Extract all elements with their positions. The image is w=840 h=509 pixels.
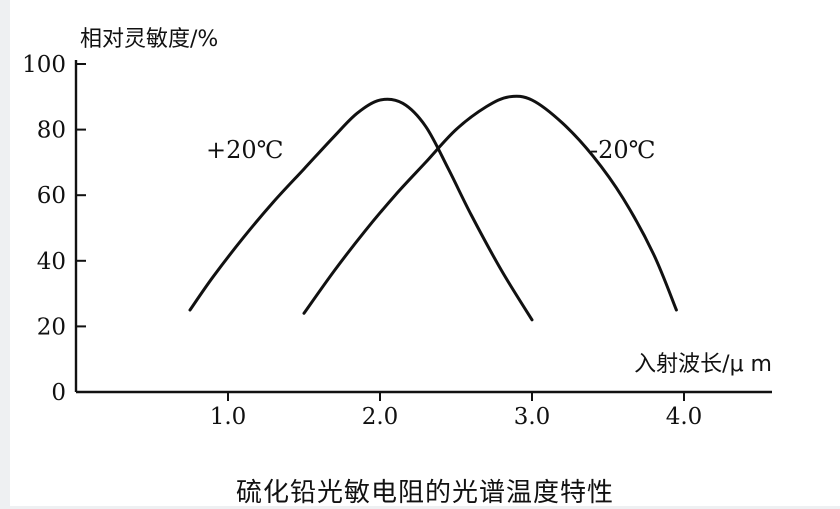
figure-frame: 0 20 40 60 80 100 1.0 2.0 3.0 4.0 相对灵敏度/% 入射波长/μ m… (10, 0, 840, 508)
x-tick-label: 3.0 (514, 404, 551, 430)
x-tick-label: 2.0 (362, 404, 399, 430)
labels-layer: 相对灵敏度/% 入射波长/μ m +20℃ -20℃ (80, 27, 772, 377)
y-tick-label: 80 (37, 118, 66, 144)
figure-caption: 硫化铅光敏电阻的光谱温度特性 (235, 478, 614, 508)
axes: 0 20 40 60 80 100 1.0 2.0 3.0 4.0 (22, 52, 772, 430)
spectral-chart: 0 20 40 60 80 100 1.0 2.0 3.0 4.0 相对灵敏度/% 入射波长/μ m… (22, 27, 772, 430)
series-label-minus20: -20℃ (590, 136, 656, 164)
y-tick-label: 20 (37, 314, 66, 340)
series-label-plus20: +20℃ (206, 136, 284, 164)
series-plus20-curve (188, 97, 534, 322)
y-axis-title: 相对灵敏度/% (80, 27, 218, 52)
y-tick-label: 100 (22, 52, 66, 78)
y-tick-label: 60 (37, 183, 66, 209)
x-tick-label: 4.0 (666, 404, 703, 430)
y-tick-label: 40 (37, 249, 66, 275)
y-tick-label: 0 (51, 380, 66, 406)
series-minus20-curve (302, 94, 678, 315)
x-axis-title: 入射波长/μ m (634, 352, 772, 377)
series-layer (188, 94, 678, 322)
x-tick-label: 1.0 (210, 404, 247, 430)
